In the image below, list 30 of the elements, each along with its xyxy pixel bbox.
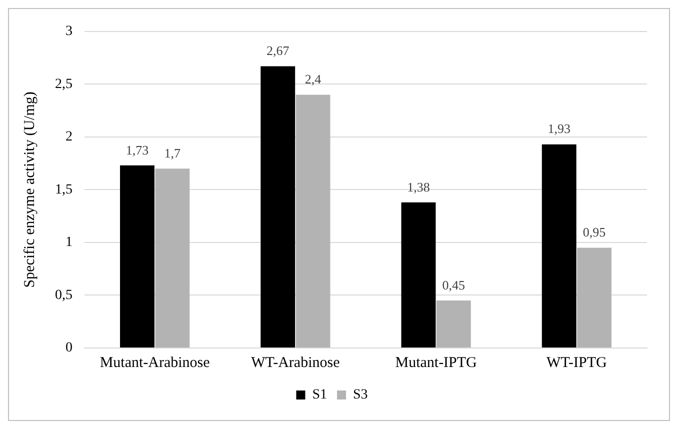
data-label: 1,38 [407, 179, 430, 194]
y-tick-label: 1 [66, 235, 72, 250]
x-tick-label: WT-Arabinose [251, 354, 340, 371]
data-label: 2,4 [304, 72, 322, 87]
bar [577, 248, 612, 348]
bar [155, 168, 190, 348]
x-tick-label: Mutant-IPTG [395, 354, 478, 371]
data-label: 2,67 [266, 43, 290, 58]
y-tick-label: 2,5 [55, 76, 72, 92]
bar [542, 144, 576, 348]
y-tick-label: 2 [66, 130, 72, 145]
x-tick-label: WT-IPTG [546, 354, 607, 371]
y-axis-title: Specific enzyme activity (U/mg) [22, 92, 38, 288]
data-label: 1,73 [126, 142, 149, 158]
data-label: 0,45 [442, 277, 466, 292]
y-tick-label: 1,5 [55, 182, 72, 198]
bar [296, 94, 330, 348]
bar [260, 66, 296, 348]
x-tick-label: Mutant-Arabinose [100, 354, 210, 371]
bar [436, 300, 471, 348]
y-tick-label: 3 [66, 24, 72, 40]
y-tick-label: 0 [66, 340, 72, 356]
y-tick-label: 0,5 [55, 288, 72, 303]
bar [401, 202, 436, 348]
legend-label: S3 [353, 388, 368, 403]
data-label: 0,95 [582, 224, 606, 240]
legend-label: S1 [312, 388, 328, 403]
data-label: 1,7 [164, 146, 182, 161]
data-label: 1,93 [548, 121, 570, 136]
bar [120, 165, 154, 348]
